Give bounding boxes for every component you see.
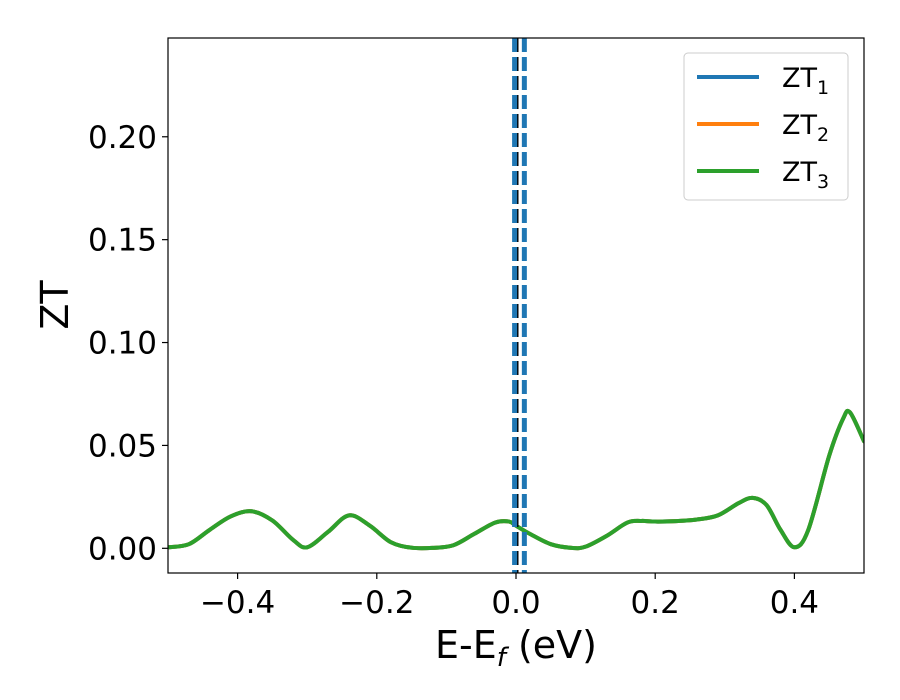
y-axis-ticks: 0.00 0.05 0.10 0.15 0.20 — [88, 120, 168, 567]
y-tick-label: 0.20 — [88, 120, 157, 156]
y-tick-label: 0.15 — [88, 223, 157, 259]
legend-label-zt1: ZT1 — [782, 63, 829, 99]
series-line-zt3 — [168, 408, 864, 551]
y-tick-label: 0.10 — [88, 326, 157, 362]
reference-lines — [512, 38, 527, 573]
legend-label-zt3: ZT3 — [782, 157, 829, 193]
x-tick-label: −0.2 — [339, 585, 414, 621]
legend-label-zt2: ZT2 — [782, 110, 829, 146]
series-layer — [168, 408, 864, 551]
y-tick-label: 0.05 — [88, 428, 157, 464]
legend-box — [683, 52, 849, 201]
x-axis-ticks: −0.4 −0.2 0.0 0.2 0.4 — [200, 573, 819, 621]
y-tick-label: 0.00 — [88, 531, 157, 567]
legend: ZT1 ZT2 ZT3 — [683, 52, 849, 201]
x-tick-label: 0.4 — [770, 585, 819, 621]
x-tick-label: −0.4 — [200, 585, 275, 621]
x-tick-label: 0.2 — [631, 585, 680, 621]
x-axis-label: E-Ef (eV) — [435, 623, 597, 673]
y-axis-label: ZT — [33, 280, 77, 330]
x-tick-label: 0.0 — [491, 585, 540, 621]
